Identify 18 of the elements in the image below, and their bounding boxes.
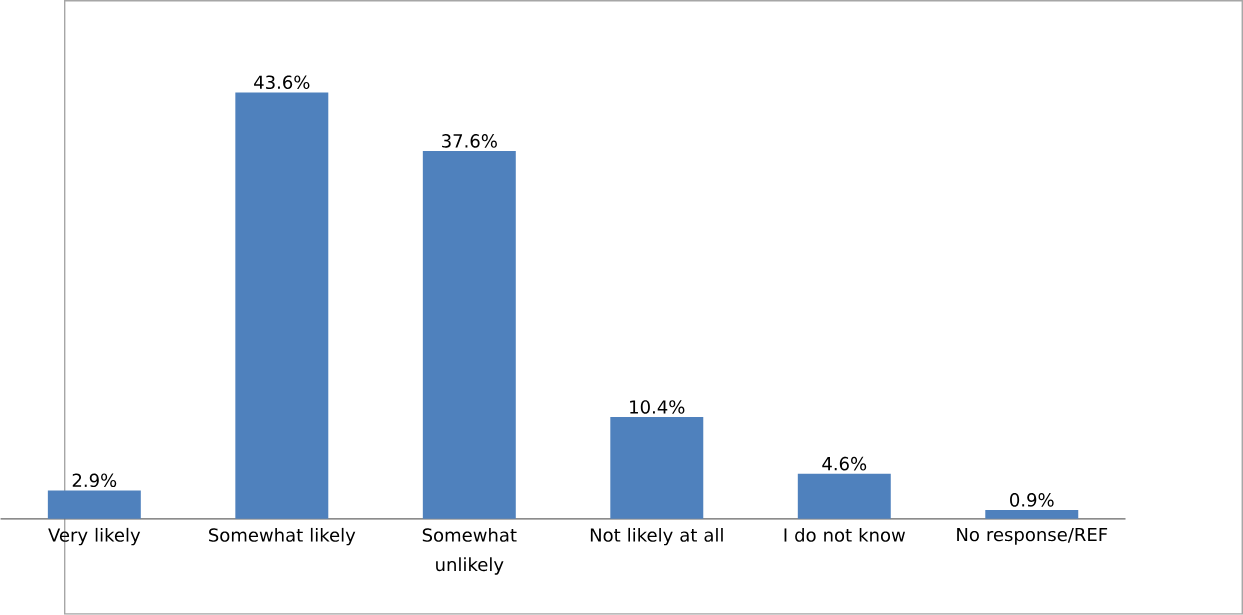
x-tick-label: I do not know [784,528,905,542]
data-label: 37.6% [442,134,497,148]
bar [985,510,1079,520]
data-label: 10.4% [630,400,685,414]
data-label: 4.6% [822,457,867,471]
bar [797,474,891,520]
bar [422,151,516,520]
x-tick-label: Very likely [48,528,141,546]
bar [235,92,329,520]
data-label: 2.9% [72,473,117,488]
data-label: 43.6% [254,75,310,90]
bar [610,417,704,520]
data-label: 0.9% [1010,493,1054,507]
x-tick-label: Somewhat unlikely [422,528,517,575]
x-tick-label: No response/REF [957,528,1108,545]
x-tick-label: Somewhat likely [209,528,356,546]
bar [47,490,141,520]
x-tick-label: Not likely at all [590,528,723,546]
